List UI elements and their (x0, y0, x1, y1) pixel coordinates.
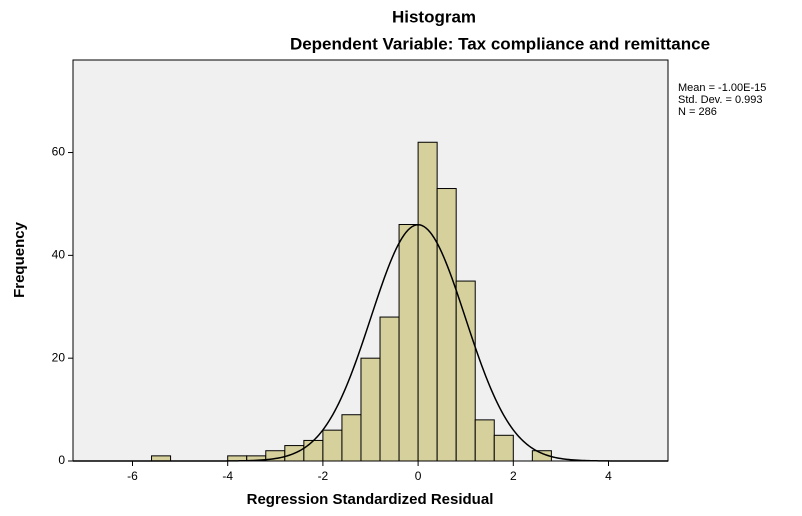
y-tick-label: 20 (52, 350, 66, 364)
normal-curve (73, 223, 668, 462)
stat-mean: Mean = -1.00E-15 (678, 82, 766, 94)
bar (360, 357, 381, 462)
bar (398, 224, 419, 462)
bar (493, 434, 514, 462)
bar (436, 188, 457, 462)
y-tick-label: 40 (52, 248, 66, 262)
x-tick-label: -6 (127, 469, 138, 483)
bar (322, 429, 343, 462)
stat-n: N = 286 (678, 106, 717, 118)
x-axis-title: Regression Standardized Residual (247, 491, 494, 508)
x-tick-label: 4 (605, 469, 612, 483)
bar (417, 141, 438, 462)
y-axis-title: Frequency (11, 221, 28, 298)
bar (303, 439, 324, 462)
x-tick-label: 2 (510, 469, 517, 483)
bar (474, 419, 495, 462)
bar (341, 414, 362, 462)
bar (379, 316, 400, 462)
y-tick-label: 60 (52, 145, 66, 159)
bar (455, 280, 476, 462)
chart-title: Histogram (392, 7, 476, 26)
x-tick-label: -2 (318, 469, 329, 483)
y-tick-label: 0 (58, 453, 65, 467)
x-tick-label: 0 (415, 469, 422, 483)
bar (151, 455, 172, 462)
x-tick-label: -4 (222, 469, 233, 483)
stat-sd: Std. Dev. = 0.993 (678, 94, 763, 106)
chart-subtitle: Dependent Variable: Tax compliance and r… (290, 34, 710, 53)
